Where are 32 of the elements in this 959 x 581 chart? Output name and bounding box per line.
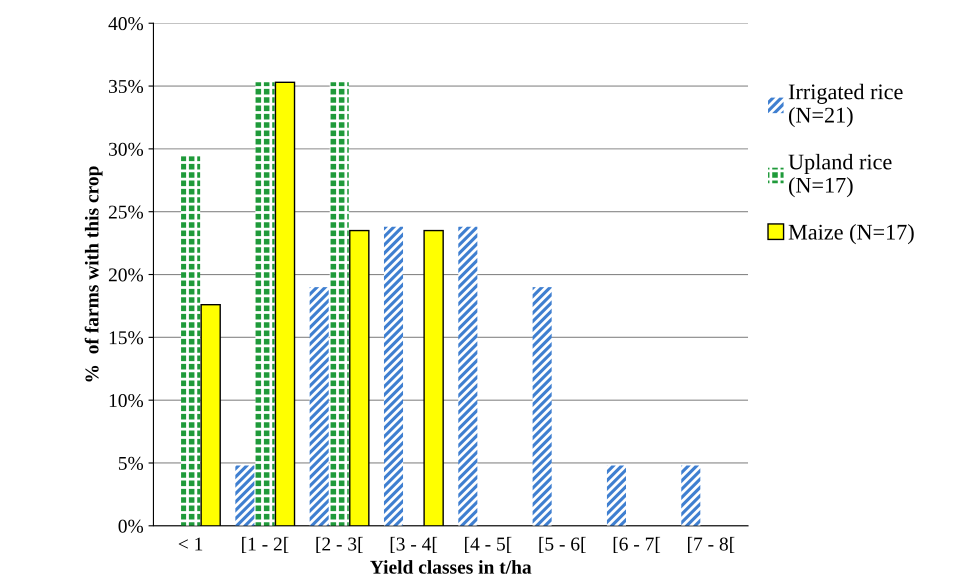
y-tick-label: 35% xyxy=(109,80,144,94)
y-tick-label: 10% xyxy=(110,394,144,408)
x-tick-label: [5 - 6[ xyxy=(539,536,586,554)
bar xyxy=(606,465,626,526)
legend-label: Irrigated rice (N=21) xyxy=(788,84,903,128)
y-tick-label: 0% xyxy=(118,520,144,533)
x-tick-label: [3 - 4[ xyxy=(390,536,438,554)
bar xyxy=(310,287,329,526)
y-tick-label: 5% xyxy=(118,456,144,470)
x-tick-label: [2 - 3[ xyxy=(316,536,363,554)
bar xyxy=(458,226,478,526)
y-tick-label: 30% xyxy=(109,142,144,156)
bar xyxy=(681,465,700,526)
y-axis-title: % of farms with this crop xyxy=(84,166,103,382)
x-tick-label: [7 - 8[ xyxy=(688,536,734,554)
y-tick-label: 15% xyxy=(110,331,144,344)
x-tick-label: [1 - 2[ xyxy=(242,536,289,554)
x-tick-label: [4 - 5[ xyxy=(465,536,512,554)
bar xyxy=(181,156,200,526)
x-tick-label: < 1 xyxy=(178,538,202,550)
x-axis-title: Yield classes in t/ha xyxy=(370,560,532,574)
bar xyxy=(255,82,274,526)
legend-label: Maize (N=17) xyxy=(788,224,914,244)
bar xyxy=(330,82,349,526)
x-tick-label: [6 - 7[ xyxy=(614,536,660,554)
y-tick-label: 25% xyxy=(108,206,144,219)
y-tick-label: 20% xyxy=(108,268,144,282)
bar xyxy=(235,465,254,526)
bar xyxy=(384,226,404,526)
bar xyxy=(532,287,552,526)
y-tick-label: 40% xyxy=(108,17,144,30)
legend-label: Upland rice (N=17) xyxy=(788,154,892,198)
